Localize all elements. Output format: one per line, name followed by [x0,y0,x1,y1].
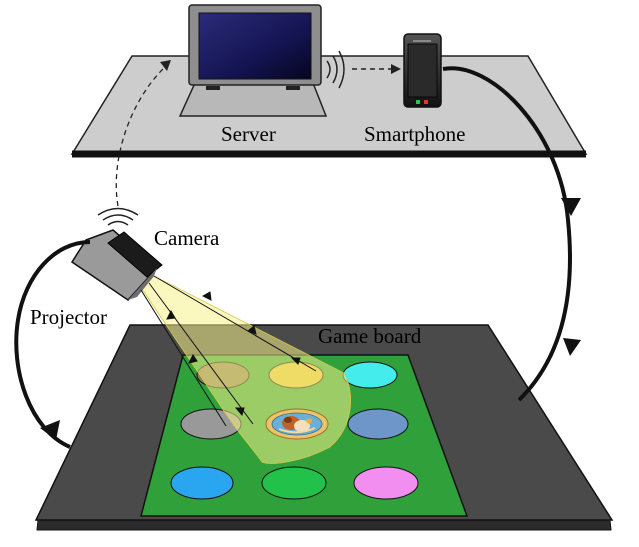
table [70,55,588,158]
link-camera-server [115,60,171,207]
laptop-icon [178,4,328,117]
label-game-board: Game board [318,324,422,348]
table-top [70,55,588,155]
wifi-waves-camera [97,207,139,226]
label-projector: Projector [30,305,107,329]
label-smartphone: Smartphone [364,122,466,146]
arrow-board-to-projector [14,240,91,449]
label-server: Server [221,122,276,146]
spot-middle-right [347,408,409,440]
arrow-phone-to-board [442,66,581,402]
spot-bottom-left [170,466,234,500]
spot-bottom-middle [261,466,327,500]
character-image [265,408,329,440]
camera-rays [140,275,317,427]
spot-bottom-right [353,466,419,500]
link-server-phone [352,64,401,74]
label-camera: Camera [154,226,220,250]
camera-projector-icon [70,229,163,301]
spot-top-right [342,361,398,389]
smartphone-icon [403,33,442,108]
wifi-waves-laptop [326,50,345,89]
